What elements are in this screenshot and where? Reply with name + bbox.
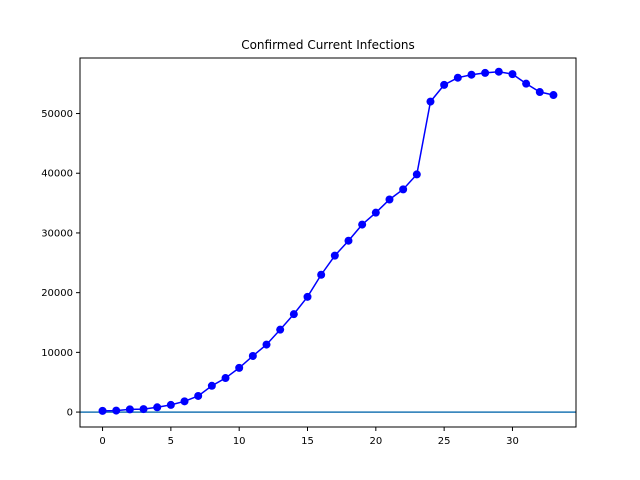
data-point	[453, 73, 462, 82]
data-point	[371, 208, 380, 217]
data-point	[494, 67, 503, 76]
data-point	[139, 405, 148, 414]
data-point	[276, 325, 285, 334]
data-point	[330, 251, 339, 260]
y-axis: 0 10000 20000 30000 40000 50000	[41, 109, 80, 419]
x-tick-label: 15	[301, 436, 314, 447]
y-tick-label: 30000	[41, 228, 73, 239]
data-point	[426, 97, 435, 106]
data-point	[235, 363, 244, 372]
data-point	[399, 185, 408, 194]
data-point	[221, 374, 230, 383]
data-point	[262, 340, 271, 349]
data-point	[112, 406, 121, 415]
data-point	[481, 68, 490, 77]
data-point	[317, 270, 326, 279]
data-point	[440, 80, 449, 89]
data-point	[535, 88, 544, 97]
data-point	[166, 400, 175, 409]
y-tick-label: 50000	[41, 109, 73, 120]
x-tick-label: 10	[233, 436, 246, 447]
y-tick-label: 40000	[41, 169, 73, 180]
y-tick-label: 0	[67, 408, 73, 419]
data-point	[207, 381, 216, 390]
data-point	[412, 170, 421, 179]
data-point	[344, 236, 353, 245]
x-tick-label: 30	[506, 436, 519, 447]
plot-frame	[79, 57, 577, 428]
series-line	[102, 70, 554, 412]
data-point	[467, 70, 476, 79]
x-tick-label: 0	[99, 436, 105, 447]
x-tick-label: 5	[168, 436, 174, 447]
x-tick-label: 25	[438, 436, 451, 447]
plot-area	[80, 67, 576, 415]
x-axis: 0 5 10 15 20 25 30	[99, 427, 519, 447]
data-point	[508, 70, 517, 79]
data-point	[303, 292, 312, 301]
data-point	[549, 91, 558, 100]
data-point	[358, 220, 367, 229]
data-point	[98, 406, 107, 415]
y-tick-label: 20000	[41, 288, 73, 299]
data-point	[522, 79, 531, 88]
data-point	[289, 310, 298, 319]
data-point	[153, 403, 162, 412]
data-point	[180, 397, 189, 406]
chart-title: Confirmed Current Infections	[241, 38, 415, 52]
data-point	[125, 405, 134, 414]
y-tick-label: 10000	[41, 348, 73, 359]
x-tick-label: 20	[369, 436, 382, 447]
data-point	[385, 195, 394, 204]
data-point	[248, 351, 257, 360]
data-point	[194, 391, 203, 400]
